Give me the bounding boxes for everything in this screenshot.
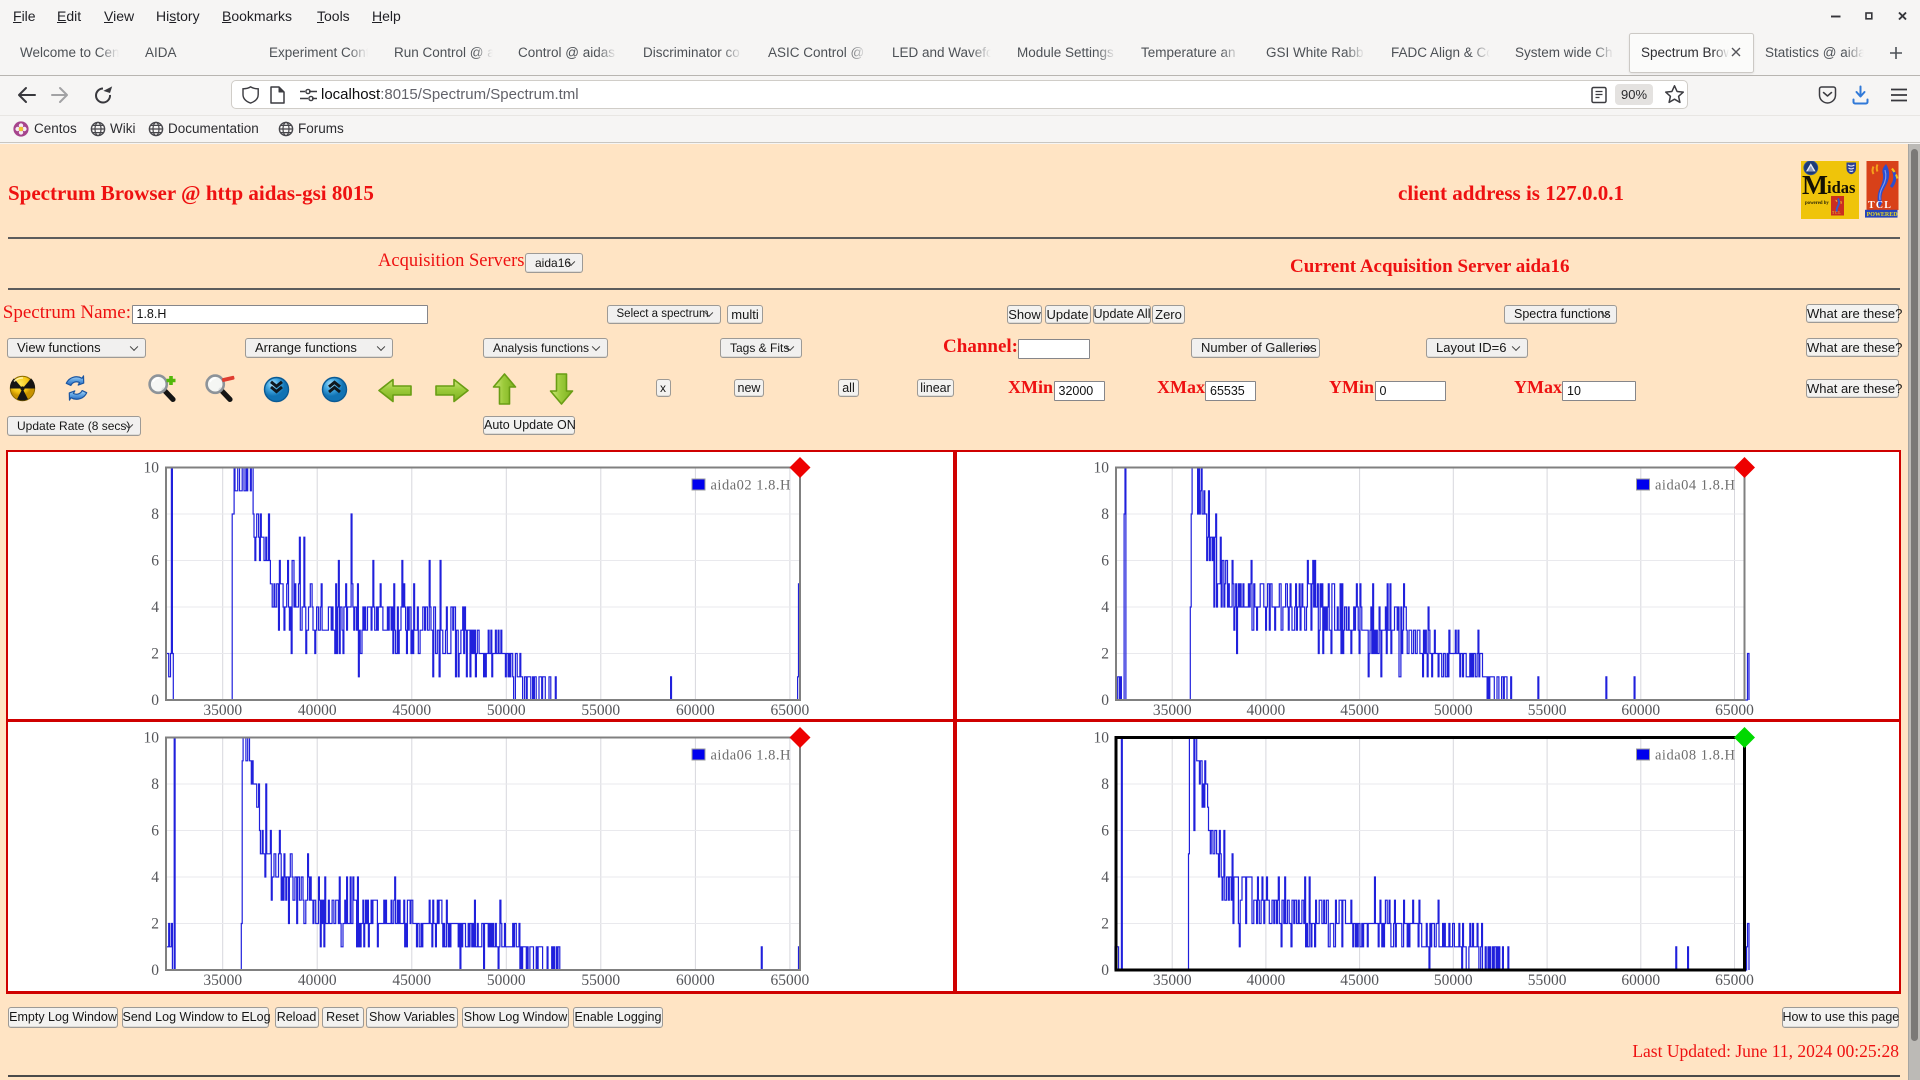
- svg-text:powered by: powered by: [1805, 201, 1829, 206]
- svg-text:50000: 50000: [1434, 972, 1473, 989]
- svg-text:8: 8: [151, 776, 159, 793]
- svg-text:60000: 60000: [676, 972, 715, 989]
- svg-text:4: 4: [1101, 869, 1109, 886]
- svg-text:40000: 40000: [1247, 972, 1286, 989]
- svg-text:60000: 60000: [1621, 702, 1660, 719]
- svg-text:40000: 40000: [1247, 702, 1286, 719]
- svg-text:TCL: TCL: [1868, 200, 1892, 211]
- svg-text:35000: 35000: [1153, 702, 1192, 719]
- svg-text:50000: 50000: [1434, 702, 1473, 719]
- svg-text:65000: 65000: [771, 972, 810, 989]
- svg-text:2: 2: [1101, 915, 1109, 932]
- svg-text:35000: 35000: [1153, 972, 1192, 989]
- svg-text:8: 8: [1101, 506, 1109, 523]
- svg-text:50000: 50000: [487, 702, 526, 719]
- svg-text:10: 10: [1094, 729, 1110, 746]
- svg-text:45000: 45000: [392, 972, 431, 989]
- svg-text:0: 0: [151, 692, 159, 709]
- svg-text:65000: 65000: [1715, 702, 1754, 719]
- svg-text:55000: 55000: [581, 702, 620, 719]
- svg-text:6: 6: [151, 553, 159, 570]
- svg-text:45000: 45000: [392, 702, 431, 719]
- svg-text:55000: 55000: [1528, 702, 1567, 719]
- svg-text:6: 6: [1101, 822, 1109, 839]
- svg-text:2: 2: [1101, 646, 1109, 663]
- svg-text:6: 6: [151, 822, 159, 839]
- svg-text:45000: 45000: [1340, 702, 1379, 719]
- svg-text:aida08 1.8.H: aida08 1.8.H: [1655, 747, 1736, 763]
- svg-text:idas: idas: [1827, 178, 1856, 197]
- svg-text:4: 4: [151, 599, 159, 616]
- svg-text:10: 10: [144, 460, 160, 477]
- svg-text:50000: 50000: [487, 972, 526, 989]
- svg-text:10: 10: [144, 729, 160, 746]
- svg-text:aida02 1.8.H: aida02 1.8.H: [711, 478, 792, 494]
- svg-text:4: 4: [151, 869, 159, 886]
- svg-text:M: M: [1802, 169, 1828, 200]
- svg-text:2: 2: [151, 915, 159, 932]
- svg-text:65000: 65000: [1715, 972, 1754, 989]
- svg-text:40000: 40000: [298, 972, 337, 989]
- svg-text:2: 2: [151, 646, 159, 663]
- svg-text:55000: 55000: [581, 972, 620, 989]
- svg-text:35000: 35000: [203, 972, 242, 989]
- svg-text:45000: 45000: [1340, 972, 1379, 989]
- svg-text:65000: 65000: [771, 702, 810, 719]
- svg-text:35000: 35000: [203, 702, 242, 719]
- svg-text:55000: 55000: [1528, 972, 1567, 989]
- svg-text:4: 4: [1101, 599, 1109, 616]
- svg-text:aida04 1.8.H: aida04 1.8.H: [1655, 478, 1736, 494]
- svg-text:6: 6: [1101, 553, 1109, 570]
- svg-text:8: 8: [1101, 776, 1109, 793]
- svg-text:0: 0: [151, 962, 159, 979]
- svg-text:0: 0: [1101, 962, 1109, 979]
- svg-text:10: 10: [1094, 460, 1110, 477]
- svg-text:60000: 60000: [676, 702, 715, 719]
- svg-text:60000: 60000: [1621, 972, 1660, 989]
- svg-text:POWERED: POWERED: [1867, 212, 1899, 218]
- svg-text:T C L: T C L: [1832, 211, 1841, 215]
- svg-text:0: 0: [1101, 692, 1109, 709]
- svg-text:40000: 40000: [298, 702, 337, 719]
- svg-text:8: 8: [151, 506, 159, 523]
- svg-text:aida06 1.8.H: aida06 1.8.H: [711, 747, 792, 763]
